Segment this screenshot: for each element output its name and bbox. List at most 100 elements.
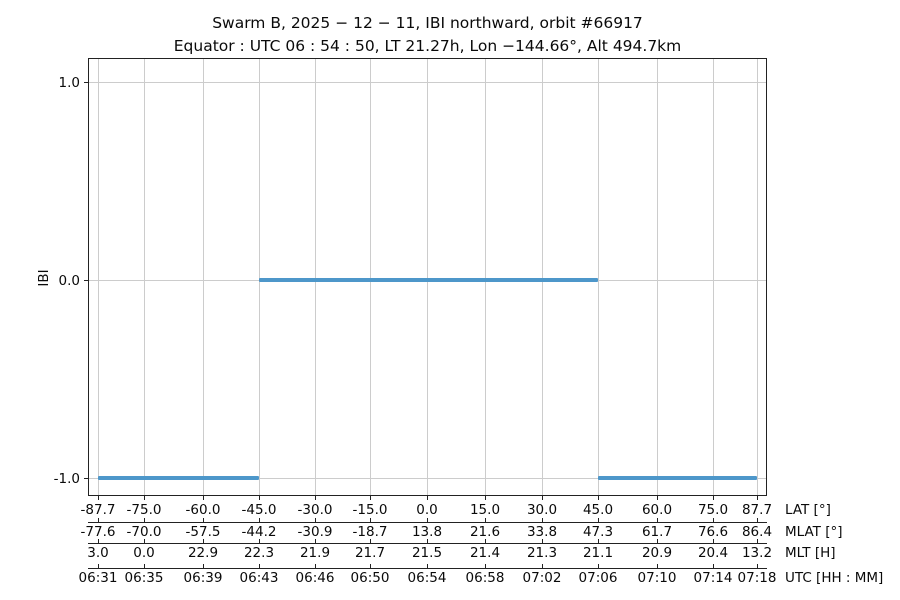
utc-tick-label: 06:54 — [407, 570, 447, 586]
secondary-tick-mark — [98, 539, 100, 543]
secondary-tick-mark — [427, 539, 429, 543]
x-tick-mark — [259, 496, 261, 500]
utc-tick-label: 07:14 — [693, 570, 733, 586]
secondary-tick-mark — [203, 518, 205, 522]
lat-tick-label: 15.0 — [469, 502, 501, 518]
secondary-tick-mark — [757, 518, 759, 522]
utc-tick-label: 07:02 — [522, 570, 562, 586]
utc-tick-label: 07:18 — [737, 570, 777, 586]
x-tick-mark — [315, 496, 317, 500]
gridline-vertical — [259, 59, 260, 495]
gridline-vertical — [598, 59, 599, 495]
x-tick-mark — [144, 496, 146, 500]
secondary-tick-mark — [144, 564, 146, 568]
secondary-tick-mark — [542, 564, 544, 568]
mlat-tick-label: 21.6 — [469, 524, 501, 540]
mlat-tick-label: 13.8 — [411, 524, 443, 540]
mlat-tick-label: 76.6 — [697, 524, 729, 540]
lat-tick-label: -30.0 — [297, 502, 333, 518]
x-tick-mark — [370, 496, 372, 500]
y-tick-label: -1.0 — [53, 470, 80, 487]
mlat-tick-label: -18.7 — [352, 524, 388, 540]
mlt-tick-label: 21.7 — [354, 545, 386, 561]
secondary-tick-mark — [757, 564, 759, 568]
mlat-tick-label: 61.7 — [641, 524, 673, 540]
x-tick-mark — [657, 496, 659, 500]
secondary-tick-mark — [203, 539, 205, 543]
lat-tick-label: 0.0 — [416, 502, 438, 518]
mlat-tick-label: 47.3 — [582, 524, 614, 540]
lat-tick-label: 87.7 — [741, 502, 773, 518]
y-tick-mark — [84, 82, 88, 84]
mlat-tick-label: 86.4 — [741, 524, 773, 540]
secondary-tick-mark — [203, 564, 205, 568]
gridline-vertical — [542, 59, 543, 495]
lat-tick-label: -15.0 — [352, 502, 388, 518]
x-tick-mark — [542, 496, 544, 500]
lat-tick-label: 75.0 — [697, 502, 729, 518]
lat-tick-label: 30.0 — [526, 502, 558, 518]
x-tick-mark — [713, 496, 715, 500]
gridline-vertical — [144, 59, 145, 495]
utc-tick-label: 06:50 — [350, 570, 390, 586]
secondary-tick-mark — [598, 564, 600, 568]
mlat-axis-label: MLAT [°] — [785, 524, 843, 540]
secondary-tick-mark — [98, 518, 100, 522]
lat-tick-label: 45.0 — [582, 502, 614, 518]
secondary-tick-mark — [427, 564, 429, 568]
gridline-vertical — [427, 59, 428, 495]
secondary-tick-mark — [98, 564, 100, 568]
secondary-tick-mark — [757, 539, 759, 543]
ibi-line-segment — [98, 476, 259, 480]
mlt-tick-label: 13.2 — [741, 545, 773, 561]
utc-tick-label: 07:06 — [578, 570, 618, 586]
secondary-axis-spine — [88, 568, 767, 570]
secondary-tick-mark — [259, 518, 261, 522]
secondary-tick-mark — [542, 518, 544, 522]
secondary-tick-mark — [259, 564, 261, 568]
secondary-tick-mark — [713, 518, 715, 522]
lat-tick-label: -87.7 — [80, 502, 116, 518]
ibi-line-segment — [259, 278, 598, 282]
y-tick-label: 0.0 — [58, 272, 80, 289]
utc-tick-label: 06:46 — [295, 570, 335, 586]
secondary-tick-mark — [485, 564, 487, 568]
utc-tick-label: 06:39 — [183, 570, 223, 586]
x-tick-mark — [598, 496, 600, 500]
mlt-tick-label: 0.0 — [133, 545, 155, 561]
secondary-tick-mark — [598, 539, 600, 543]
secondary-tick-mark — [542, 539, 544, 543]
secondary-tick-mark — [370, 518, 372, 522]
secondary-tick-mark — [427, 518, 429, 522]
mlt-tick-label: 20.4 — [697, 545, 729, 561]
gridline-vertical — [485, 59, 486, 495]
secondary-tick-mark — [144, 539, 146, 543]
secondary-tick-mark — [485, 518, 487, 522]
x-tick-mark — [485, 496, 487, 500]
x-tick-mark — [98, 496, 100, 500]
x-tick-mark — [203, 496, 205, 500]
gridline-horizontal — [89, 478, 766, 479]
lat-axis-label: LAT [°] — [785, 502, 831, 518]
secondary-tick-mark — [144, 518, 146, 522]
mlat-tick-label: -30.9 — [297, 524, 333, 540]
mlat-tick-label: -77.6 — [80, 524, 116, 540]
utc-tick-label: 07:10 — [637, 570, 677, 586]
chart-subtitle: Equator : UTC 06 : 54 : 50, LT 21.27h, L… — [173, 37, 682, 55]
y-tick-mark — [84, 280, 88, 282]
utc-tick-label: 06:58 — [465, 570, 505, 586]
mlt-axis-label: MLT [H] — [785, 545, 836, 561]
secondary-tick-mark — [315, 518, 317, 522]
secondary-tick-mark — [485, 539, 487, 543]
gridline-vertical — [713, 59, 714, 495]
mlat-tick-label: -57.5 — [185, 524, 221, 540]
mlt-tick-label: 21.1 — [582, 545, 614, 561]
mlt-tick-label: 22.9 — [187, 545, 219, 561]
chart-title: Swarm B, 2025 − 12 − 11, IBI northward, … — [212, 14, 643, 32]
y-axis-label: IBI — [36, 269, 52, 287]
mlt-tick-label: 3.0 — [87, 545, 109, 561]
utc-axis-label: UTC [HH : MM] — [785, 570, 884, 586]
secondary-tick-mark — [315, 539, 317, 543]
mlat-tick-label: 33.8 — [526, 524, 558, 540]
mlat-tick-label: -44.2 — [241, 524, 277, 540]
